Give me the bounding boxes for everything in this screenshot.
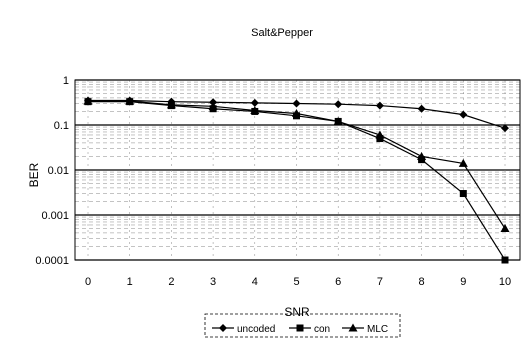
legend-marker-con <box>296 324 304 332</box>
grid-lines <box>75 79 520 261</box>
x-tick-label: 5 <box>293 276 299 288</box>
x-tick-label: 2 <box>168 276 174 288</box>
y-tick-label: 0.1 <box>54 120 69 132</box>
data-point-con <box>376 135 384 143</box>
x-tick-label: 10 <box>499 276 511 288</box>
x-tick-label: 0 <box>85 276 91 288</box>
x-tick-label: 6 <box>335 276 341 288</box>
data-point-uncoded <box>501 124 509 133</box>
y-tick-label: 0.01 <box>48 165 69 177</box>
x-tick-label: 1 <box>127 276 133 288</box>
series-mlc <box>83 96 510 233</box>
x-tick-label: 4 <box>252 276 258 288</box>
y-tick-labels: 1 0.1 0.01 0.001 0.0001 <box>35 75 69 267</box>
y-tick-label: 0.0001 <box>35 255 69 267</box>
legend-box <box>204 313 401 338</box>
data-point-mlc <box>417 151 427 160</box>
chart-title: Salt&Pepper <box>251 27 313 39</box>
data-point-uncoded <box>375 101 384 110</box>
x-tick-label: 8 <box>419 276 425 288</box>
legend: uncoded con MLC <box>212 323 388 335</box>
y-tick-label: 1 <box>63 75 69 87</box>
x-tick-labels: 0 1 2 3 4 5 6 7 8 9 10 <box>85 276 511 288</box>
data-point-mlc <box>292 109 301 118</box>
x-tick-label: 3 <box>210 276 216 288</box>
series-layer <box>83 96 510 264</box>
data-point-mlc <box>208 101 218 110</box>
y-tick-label: 0.001 <box>41 210 69 222</box>
data-point-mlc <box>500 224 510 233</box>
data-point-uncoded <box>292 99 301 108</box>
x-tick-label: 7 <box>377 276 383 288</box>
data-point-mlc <box>83 96 93 105</box>
data-point-mlc <box>250 106 260 115</box>
data-point-uncoded <box>459 110 468 119</box>
plot-area-frame <box>74 79 521 261</box>
y-axis-label: BER <box>27 162 41 187</box>
data-point-con <box>459 190 467 198</box>
data-point-uncoded <box>417 104 426 113</box>
data-point-uncoded <box>334 100 343 109</box>
x-tick-label: 9 <box>460 276 466 288</box>
legend-label-con: con <box>314 324 330 335</box>
x-axis-label: SNR <box>284 305 310 319</box>
data-point-mlc <box>458 158 468 167</box>
legend-label-mlc: MLC <box>367 324 388 335</box>
legend-label-uncoded: uncoded <box>237 324 275 335</box>
data-point-uncoded <box>250 98 259 107</box>
data-point-mlc <box>375 130 385 139</box>
data-point-mlc <box>125 96 135 105</box>
data-point-mlc <box>166 100 176 109</box>
data-point-mlc <box>333 116 343 125</box>
legend-marker-mlc <box>348 323 358 332</box>
legend-marker-uncoded <box>219 324 227 332</box>
data-point-con <box>501 256 509 264</box>
